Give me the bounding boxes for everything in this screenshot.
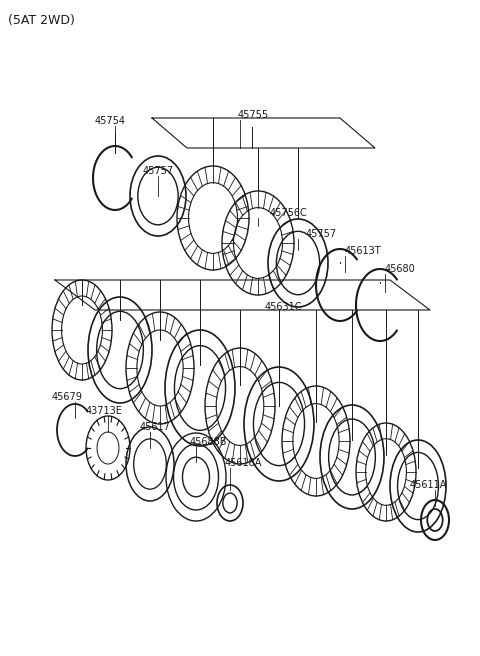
- Text: 45755: 45755: [238, 110, 269, 120]
- Text: 45754: 45754: [95, 116, 126, 126]
- Text: 45679: 45679: [52, 392, 83, 402]
- Text: 45613T: 45613T: [345, 246, 382, 256]
- Text: 43713E: 43713E: [86, 406, 123, 416]
- Text: 45757: 45757: [306, 229, 337, 239]
- Text: 45756C: 45756C: [270, 208, 308, 218]
- Text: 45611A: 45611A: [410, 480, 447, 490]
- Text: 45757: 45757: [143, 166, 174, 176]
- Text: 45618A: 45618A: [225, 458, 263, 468]
- Text: 45680: 45680: [385, 264, 416, 274]
- Text: (5AT 2WD): (5AT 2WD): [8, 14, 75, 27]
- Text: 45688B: 45688B: [190, 437, 228, 447]
- Text: 45631C: 45631C: [265, 302, 302, 312]
- Text: 45617: 45617: [140, 422, 171, 432]
